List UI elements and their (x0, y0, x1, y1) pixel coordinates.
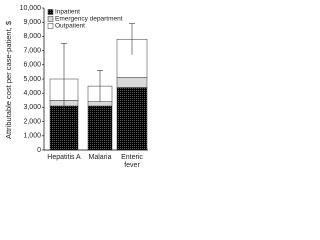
legend-swatch (47, 9, 54, 15)
y-tick-label: 7,000 (23, 47, 41, 54)
y-tick-label: 3,000 (23, 104, 41, 111)
y-tick-label: 10,000 (20, 5, 42, 12)
bar-segment (116, 77, 148, 88)
bar-segment (87, 105, 113, 151)
legend-swatch (47, 16, 54, 22)
x-tick-label: Enteric fever (121, 154, 143, 169)
x-tick-label: Hepatitis A (47, 154, 81, 161)
y-tick-label: 9,000 (23, 19, 41, 26)
y-tick-label: 2,000 (23, 118, 41, 125)
y-tick-label: 6,000 (23, 62, 41, 69)
bar-segment (87, 101, 113, 107)
chart: Attributable cost per case-patient, $ 0 1… (0, 0, 150, 175)
legend-label: Inpatient (55, 9, 80, 16)
bar-segment (116, 87, 148, 151)
chart-svg: Attributable cost per case-patient, $ 0 1… (4, 5, 148, 154)
y-tick-label: 8,000 (23, 33, 41, 40)
x-tick-label: Malaria (88, 154, 112, 161)
legend-label: Emergency department (55, 16, 123, 23)
legend-label: Outpatient (55, 23, 85, 30)
y-tick-label: 1,000 (23, 133, 41, 140)
y-tick-label: 4,000 (23, 90, 41, 97)
y-tick-label: 5,000 (23, 76, 41, 83)
legend-swatch (47, 23, 54, 29)
y-axis-label: Attributable cost per case-patient, $ (4, 20, 13, 139)
y-tick-label: 0 (37, 147, 41, 154)
